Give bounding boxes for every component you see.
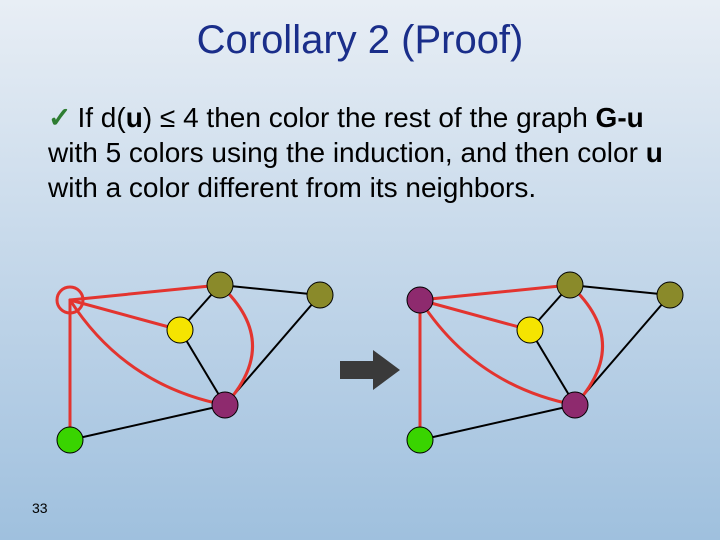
text-p4: G-u bbox=[596, 102, 644, 133]
graph-left bbox=[50, 260, 340, 460]
slide-title: Corollary 2 (Proof) bbox=[0, 18, 720, 63]
text-p1: If d( bbox=[77, 102, 125, 133]
text-p6: u bbox=[646, 137, 663, 168]
text-p3: ) ≤ 4 then color the rest of the graph bbox=[143, 102, 596, 133]
text-p7: with a color different from its neighbor… bbox=[48, 172, 536, 203]
arrow-icon bbox=[340, 350, 400, 390]
text-p2: u bbox=[126, 102, 143, 133]
text-p5: with 5 colors using the induction, and t… bbox=[48, 137, 646, 168]
page-number: 33 bbox=[32, 500, 48, 516]
graph-right bbox=[400, 260, 690, 460]
proof-text: ✓If d(u) ≤ 4 then color the rest of the … bbox=[48, 100, 672, 205]
check-icon: ✓ bbox=[48, 102, 71, 133]
